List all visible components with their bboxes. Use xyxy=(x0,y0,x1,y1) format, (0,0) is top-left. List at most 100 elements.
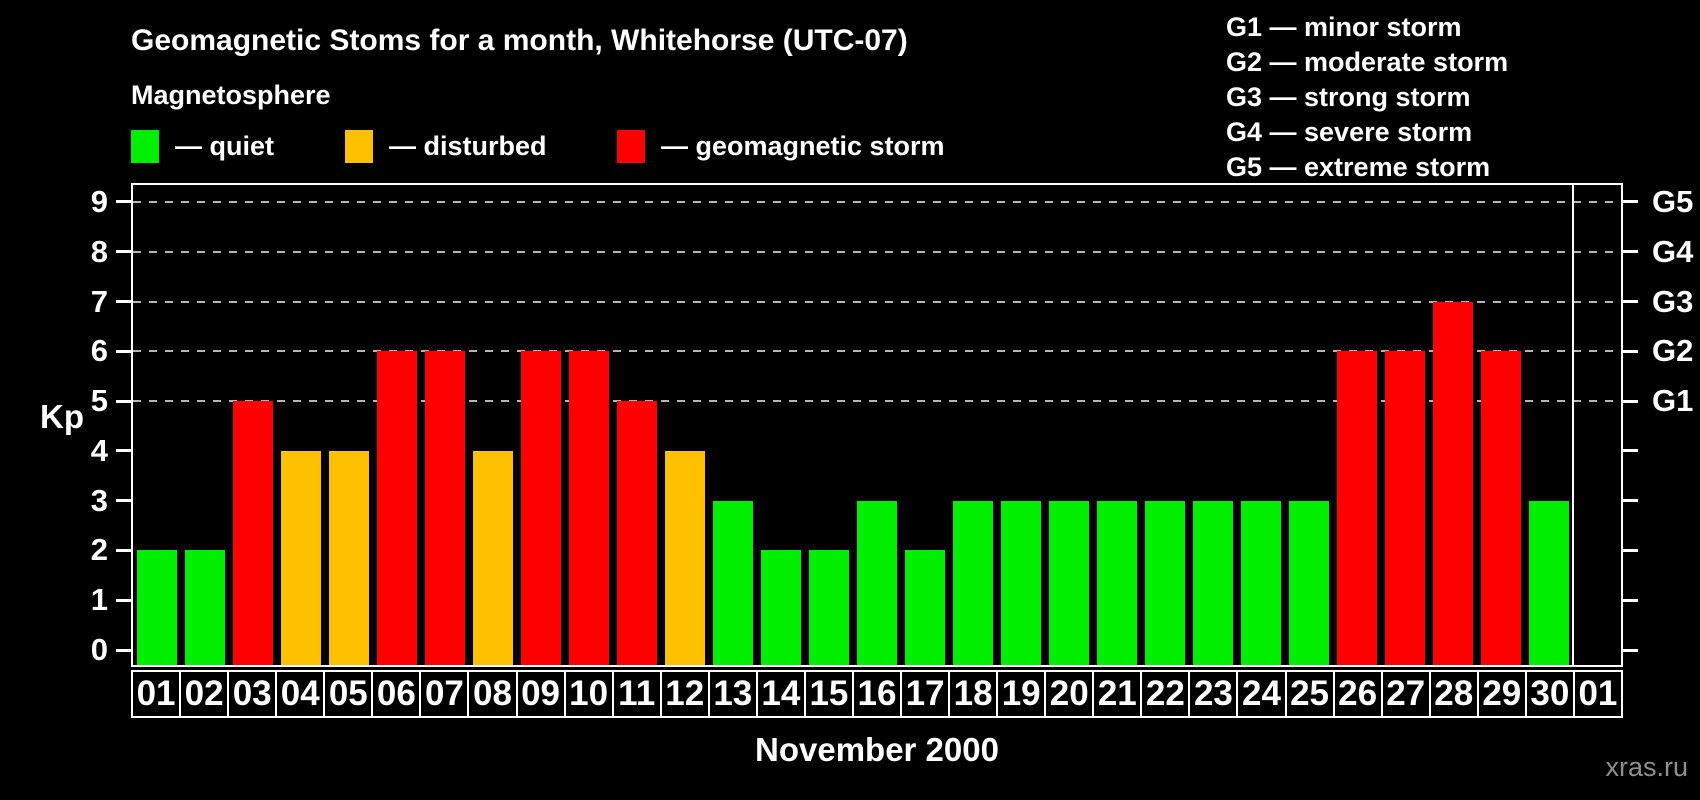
column-day-09 xyxy=(517,185,565,665)
watermark: xras.ru xyxy=(1605,752,1688,782)
column-day-10 xyxy=(565,185,613,665)
y-tick-9 xyxy=(116,200,131,204)
day-box-02: 02 xyxy=(179,670,230,718)
day-box-27: 27 xyxy=(1380,670,1431,718)
y-tick-label-5: 5 xyxy=(90,383,108,419)
month-boundary-line xyxy=(1572,185,1574,665)
day-box-04: 04 xyxy=(275,670,326,718)
column-day-25 xyxy=(1285,185,1333,665)
bar-day-10 xyxy=(569,351,609,665)
column-day-03 xyxy=(229,185,277,665)
y-tick-5 xyxy=(116,399,131,403)
gridline-kp-7 xyxy=(133,300,1621,303)
y-tick-label-1: 1 xyxy=(90,582,108,618)
day-box-01: 01 xyxy=(1572,670,1623,718)
y-tick-label-9: 9 xyxy=(90,183,108,219)
right-tick-8 xyxy=(1623,250,1638,254)
column-day-05 xyxy=(325,185,373,665)
bar-day-28 xyxy=(1433,301,1473,665)
right-tick-3 xyxy=(1623,499,1638,503)
day-box-18: 18 xyxy=(948,670,999,718)
y-tick-label-2: 2 xyxy=(90,532,108,568)
y-tick-6 xyxy=(116,349,131,353)
y-tick-label-0: 0 xyxy=(90,632,108,668)
legend-label-storm: — geomagnetic storm xyxy=(661,131,945,161)
g-axis-label-G1: G1 xyxy=(1652,383,1694,419)
column-day-02 xyxy=(181,185,229,665)
bar-day-04 xyxy=(281,450,321,665)
g-legend-line-2: G2 — moderate storm xyxy=(1226,47,1509,77)
day-box-28: 28 xyxy=(1428,670,1479,718)
gridline-kp-5 xyxy=(133,400,1621,403)
y-tick-label-8: 8 xyxy=(90,233,108,269)
right-tick-7 xyxy=(1623,300,1638,303)
bar-day-11 xyxy=(617,401,657,665)
day-box-06: 06 xyxy=(371,670,422,718)
bar-day-05 xyxy=(329,450,369,665)
bar-day-07 xyxy=(425,351,465,665)
column-day-17 xyxy=(901,185,949,665)
day-box-11: 11 xyxy=(611,670,662,718)
g-legend-line-4: G4 — severe storm xyxy=(1226,117,1473,147)
day-box-15: 15 xyxy=(803,670,854,718)
g-axis-label-G5: G5 xyxy=(1652,183,1694,219)
bar-day-26 xyxy=(1337,351,1377,665)
y-tick-label-6: 6 xyxy=(90,333,108,369)
g-scale-legend: G1 — minor storm G2 — moderate storm G3 — … xyxy=(1226,10,1508,185)
y-tick-3 xyxy=(116,499,131,503)
legend-title: Magnetosphere xyxy=(131,80,331,110)
bar-day-30 xyxy=(1529,500,1569,665)
legend-swatch-quiet xyxy=(131,130,159,163)
day-box-21: 21 xyxy=(1092,670,1143,718)
right-tick-6 xyxy=(1623,349,1638,353)
day-box-20: 20 xyxy=(1044,670,1095,718)
bar-day-01 xyxy=(137,550,177,665)
bar-day-13 xyxy=(713,500,753,665)
g-legend-line-3: G3 — strong storm xyxy=(1226,82,1471,112)
gridline-kp-9 xyxy=(133,200,1621,203)
column-day-16 xyxy=(853,185,901,665)
y-tick-label-4: 4 xyxy=(90,432,108,468)
g-legend-line-5: G5 — extreme storm xyxy=(1226,152,1491,182)
right-tick-1 xyxy=(1623,598,1638,602)
column-day-13 xyxy=(709,185,757,665)
day-box-03: 03 xyxy=(227,670,278,718)
g-axis-label-G3: G3 xyxy=(1652,283,1694,319)
day-box-17: 17 xyxy=(900,670,951,718)
bar-day-09 xyxy=(521,351,561,665)
gridline-kp-8 xyxy=(133,250,1621,253)
bar-day-15 xyxy=(809,550,849,665)
g-axis-label-G4: G4 xyxy=(1652,233,1694,269)
legend-label-disturbed: — disturbed xyxy=(389,131,547,161)
column-day-29 xyxy=(1477,185,1525,665)
column-day-04 xyxy=(277,185,325,665)
column-day-12 xyxy=(661,185,709,665)
day-box-12: 12 xyxy=(659,670,710,718)
gridline-kp-6 xyxy=(133,350,1621,353)
day-box-13: 13 xyxy=(707,670,758,718)
bar-day-03 xyxy=(233,401,273,665)
legend-swatch-disturbed xyxy=(345,130,373,163)
day-box-24: 24 xyxy=(1236,670,1287,718)
day-box-08: 08 xyxy=(467,670,518,718)
column-day-26 xyxy=(1333,185,1381,665)
y-tick-7 xyxy=(116,300,131,303)
day-box-19: 19 xyxy=(996,670,1047,718)
plot-inner xyxy=(133,185,1621,665)
column-day-07 xyxy=(421,185,469,665)
right-tick-2 xyxy=(1623,548,1638,552)
y-tick-8 xyxy=(116,250,131,254)
x-axis-title: November 2000 xyxy=(755,731,999,768)
bar-day-16 xyxy=(857,500,897,665)
day-box-25: 25 xyxy=(1284,670,1335,718)
column-day-30 xyxy=(1525,185,1573,665)
bar-day-14 xyxy=(761,550,801,665)
column-day-23 xyxy=(1189,185,1237,665)
column-day-15 xyxy=(805,185,853,665)
day-box-10: 10 xyxy=(563,670,614,718)
column-day-14 xyxy=(757,185,805,665)
day-box-26: 26 xyxy=(1332,670,1383,718)
day-box-14: 14 xyxy=(755,670,806,718)
y-tick-0 xyxy=(116,648,131,652)
